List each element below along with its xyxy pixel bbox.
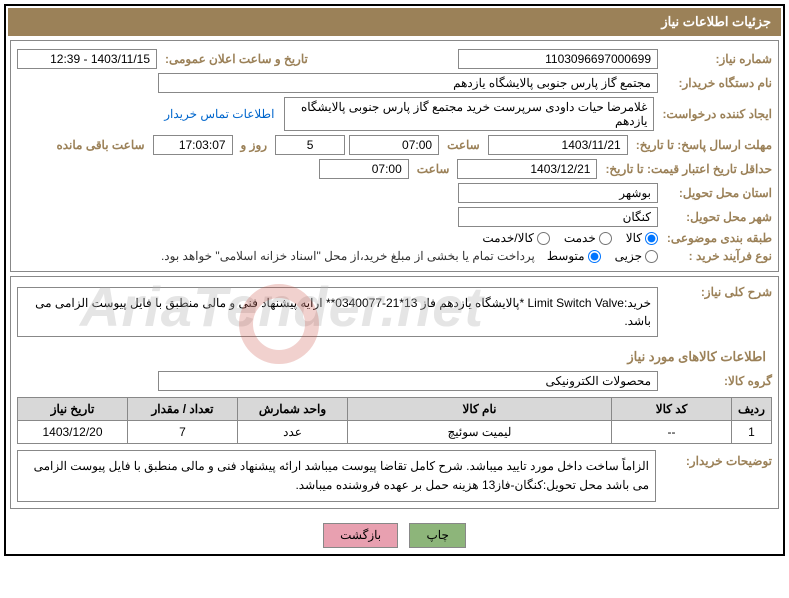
need-no-field: 1103096697000699 xyxy=(458,49,658,69)
th-name: نام کالا xyxy=(348,398,612,421)
page-title: جزئیات اطلاعات نیاز xyxy=(8,8,781,36)
label-remain: ساعت باقی مانده xyxy=(52,138,148,152)
description-section: شرح کلی نیاز: خرید:Limit Switch Valve *پ… xyxy=(10,276,779,509)
radio-minor[interactable]: جزیی xyxy=(615,249,658,263)
radio-goods[interactable]: کالا xyxy=(626,231,658,245)
cell-qty: 7 xyxy=(128,421,238,444)
cell-name: لیمیت سوئیچ xyxy=(348,421,612,444)
announce-dt-field: 1403/11/15 - 12:39 xyxy=(17,49,157,69)
requester-field: غلامرضا حیات داودی سرپرست خرید مجتمع گاز… xyxy=(284,97,654,131)
label-general-desc: شرح کلی نیاز: xyxy=(662,285,772,299)
main-frame: جزئیات اطلاعات نیاز شماره نیاز: 11030966… xyxy=(4,4,785,556)
label-hour-1: ساعت xyxy=(443,138,484,152)
label-buyer-notes: توضیحات خریدار: xyxy=(662,450,772,468)
label-city: شهر محل تحویل: xyxy=(662,210,772,224)
print-button[interactable]: چاپ xyxy=(409,523,465,548)
cell-date: 1403/12/20 xyxy=(18,421,128,444)
label-goods-group: گروه کالا: xyxy=(662,374,772,388)
goods-table: ردیف کد کالا نام کالا واحد شمارش تعداد /… xyxy=(17,397,772,444)
deadline-date-field: 1403/11/21 xyxy=(488,135,628,155)
validity-date-field: 1403/12/21 xyxy=(457,159,597,179)
province-field: بوشهر xyxy=(458,183,658,203)
buyer-notes-box: الزاماً ساخت داخل مورد تایید میباشد. شرح… xyxy=(17,450,656,502)
label-requester: ایجاد کننده درخواست: xyxy=(658,107,772,121)
label-buy-type: نوع فرآیند خرید : xyxy=(662,249,772,263)
radio-goods-service[interactable]: کالا/خدمت xyxy=(482,231,549,245)
label-deadline: مهلت ارسال پاسخ: تا تاریخ: xyxy=(632,138,772,152)
label-day-and: روز و xyxy=(237,138,272,152)
cell-unit: عدد xyxy=(238,421,348,444)
button-row: چاپ بازگشت xyxy=(8,513,781,552)
details-section: شماره نیاز: 1103096697000699 تاریخ و ساع… xyxy=(10,40,779,272)
cell-code: -- xyxy=(612,421,732,444)
th-code: کد کالا xyxy=(612,398,732,421)
remain-days-field: 5 xyxy=(275,135,345,155)
remain-time-field: 17:03:07 xyxy=(153,135,233,155)
radio-service[interactable]: خدمت xyxy=(564,231,612,245)
general-desc-box: خرید:Limit Switch Valve *پالایشگاه یازده… xyxy=(17,287,658,337)
validity-time-field: 07:00 xyxy=(319,159,409,179)
label-hour-2: ساعت xyxy=(413,162,454,176)
label-province: استان محل تحویل: xyxy=(662,186,772,200)
th-unit: واحد شمارش xyxy=(238,398,348,421)
th-row: ردیف xyxy=(732,398,772,421)
back-button[interactable]: بازگشت xyxy=(323,523,398,548)
goods-info-header: اطلاعات کالاهای مورد نیاز xyxy=(17,349,766,365)
radio-medium[interactable]: متوسط xyxy=(547,249,601,263)
table-row: 1 -- لیمیت سوئیچ عدد 7 1403/12/20 xyxy=(18,421,772,444)
label-validity: حداقل تاریخ اعتبار قیمت: تا تاریخ: xyxy=(601,162,772,176)
deadline-time-field: 07:00 xyxy=(349,135,439,155)
label-category: طبقه بندی موضوعی: xyxy=(662,231,772,245)
buyer-org-field: مجتمع گاز پارس جنوبی پالایشگاه یازدهم xyxy=(158,73,658,93)
goods-group-field: محصولات الکترونیکی xyxy=(158,371,658,391)
th-qty: تعداد / مقدار xyxy=(128,398,238,421)
label-need-no: شماره نیاز: xyxy=(662,52,772,66)
cell-row: 1 xyxy=(732,421,772,444)
contact-buyer-link[interactable]: اطلاعات تماس خریدار xyxy=(164,107,274,121)
th-date: تاریخ نیاز xyxy=(18,398,128,421)
payment-note: پرداخت تمام یا بخشی از مبلغ خرید،از محل … xyxy=(161,249,535,263)
label-buyer-org: نام دستگاه خریدار: xyxy=(662,76,772,90)
buytype-radio-group: جزیی متوسط xyxy=(547,249,658,263)
category-radio-group: کالا خدمت کالا/خدمت xyxy=(482,231,658,245)
city-field: کنگان xyxy=(458,207,658,227)
label-announce-dt: تاریخ و ساعت اعلان عمومی: xyxy=(161,52,312,66)
